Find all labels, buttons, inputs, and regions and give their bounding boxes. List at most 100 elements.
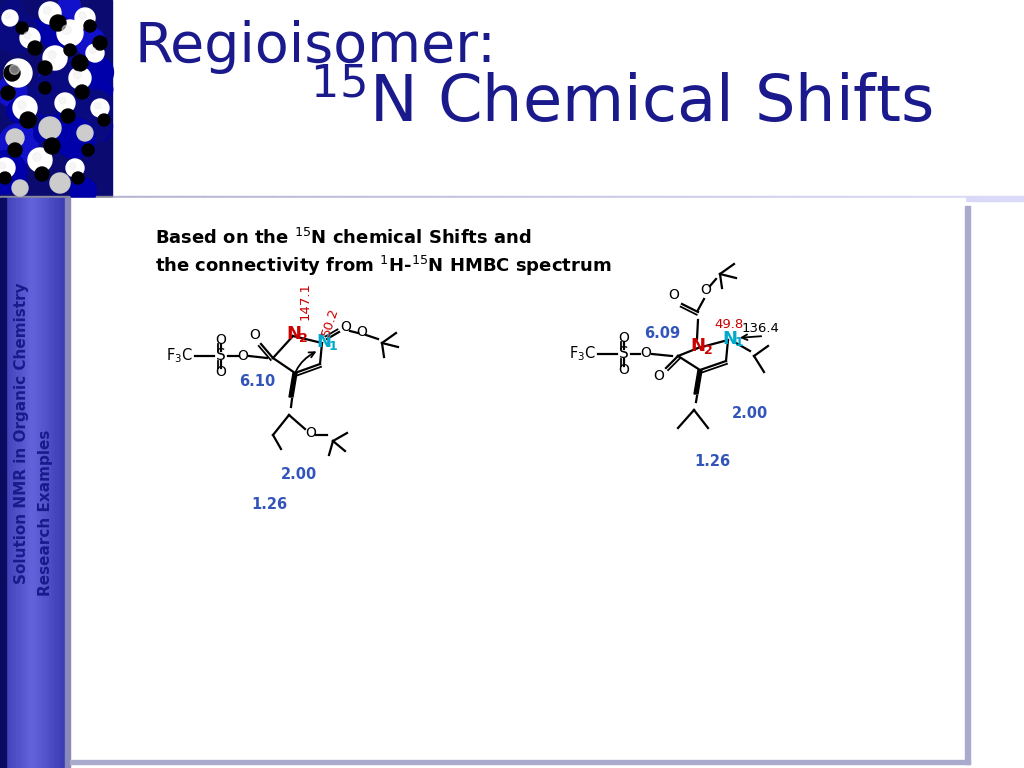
Circle shape: [38, 141, 55, 158]
Text: 2: 2: [299, 332, 307, 345]
Circle shape: [72, 55, 88, 71]
Circle shape: [79, 12, 86, 19]
Bar: [340, 196, 364, 201]
Text: 6.10: 6.10: [239, 373, 275, 389]
Circle shape: [50, 4, 88, 41]
Bar: [386, 196, 410, 201]
Circle shape: [20, 112, 36, 128]
Circle shape: [27, 19, 42, 35]
Circle shape: [69, 101, 112, 144]
Bar: [0, 198, 6, 768]
Circle shape: [61, 109, 75, 123]
Circle shape: [92, 79, 113, 100]
Circle shape: [33, 153, 41, 161]
Text: 2: 2: [703, 343, 713, 356]
Circle shape: [58, 0, 80, 16]
Bar: [0, 196, 112, 201]
Circle shape: [28, 148, 52, 172]
Bar: [933, 196, 956, 201]
Circle shape: [72, 172, 84, 184]
Circle shape: [80, 110, 113, 143]
Bar: [682, 196, 706, 201]
Circle shape: [7, 100, 30, 122]
Circle shape: [90, 48, 96, 54]
Text: S: S: [216, 349, 226, 363]
Bar: [728, 196, 752, 201]
Bar: [819, 196, 843, 201]
Bar: [362, 196, 387, 201]
Bar: [19, 198, 24, 768]
Bar: [3, 198, 7, 768]
Bar: [568, 196, 592, 201]
Circle shape: [82, 56, 114, 88]
Circle shape: [0, 124, 39, 164]
Circle shape: [0, 77, 27, 107]
Circle shape: [93, 36, 106, 50]
Bar: [33, 198, 37, 768]
Bar: [158, 196, 181, 201]
Circle shape: [37, 85, 79, 127]
Bar: [0, 0, 1024, 198]
Text: O: O: [618, 363, 630, 377]
Circle shape: [8, 143, 22, 157]
Text: 1: 1: [329, 339, 337, 353]
Text: N: N: [723, 330, 737, 348]
Circle shape: [2, 10, 18, 26]
Bar: [58, 198, 62, 768]
Bar: [65, 198, 70, 768]
Text: 1: 1: [734, 336, 743, 349]
Text: 147.1: 147.1: [299, 282, 311, 320]
Text: O: O: [216, 365, 226, 379]
Circle shape: [4, 59, 32, 87]
Bar: [36, 198, 40, 768]
Text: 136.4: 136.4: [742, 322, 780, 335]
Text: O: O: [641, 346, 651, 360]
Text: O: O: [238, 349, 249, 363]
Text: F$_3$C: F$_3$C: [166, 346, 193, 366]
Text: O: O: [700, 283, 712, 297]
Circle shape: [59, 97, 66, 104]
Text: F$_3$C: F$_3$C: [569, 345, 596, 363]
Bar: [70, 760, 970, 764]
Circle shape: [0, 12, 38, 54]
Bar: [271, 196, 295, 201]
Circle shape: [39, 82, 51, 94]
Circle shape: [16, 22, 28, 34]
Text: Solution NMR in Organic Chemistry: Solution NMR in Organic Chemistry: [14, 282, 30, 584]
Circle shape: [62, 25, 72, 35]
Bar: [135, 196, 159, 201]
Circle shape: [44, 138, 60, 154]
Circle shape: [9, 65, 19, 74]
Text: Regioisomer:: Regioisomer:: [135, 20, 497, 74]
Circle shape: [48, 51, 56, 59]
Bar: [454, 196, 478, 201]
Circle shape: [38, 61, 52, 75]
Circle shape: [17, 101, 27, 109]
Bar: [1001, 196, 1024, 201]
Bar: [23, 198, 27, 768]
Circle shape: [20, 28, 40, 48]
Text: O: O: [305, 426, 316, 440]
Circle shape: [43, 6, 51, 14]
Bar: [0, 0, 112, 198]
Polygon shape: [289, 373, 297, 397]
Bar: [295, 196, 318, 201]
Bar: [30, 198, 34, 768]
Circle shape: [84, 20, 96, 32]
Text: 1.26: 1.26: [694, 454, 730, 469]
Bar: [522, 196, 546, 201]
Text: 2.00: 2.00: [281, 467, 317, 482]
Bar: [203, 196, 227, 201]
Bar: [70, 198, 965, 768]
Circle shape: [35, 68, 79, 111]
Text: N: N: [316, 333, 332, 351]
Circle shape: [0, 162, 6, 169]
Circle shape: [82, 144, 94, 156]
Bar: [864, 196, 888, 201]
Text: 2.00: 2.00: [732, 406, 768, 422]
Bar: [955, 196, 979, 201]
Text: O: O: [653, 369, 665, 383]
Circle shape: [12, 180, 28, 196]
Bar: [636, 196, 660, 201]
Circle shape: [76, 28, 105, 57]
